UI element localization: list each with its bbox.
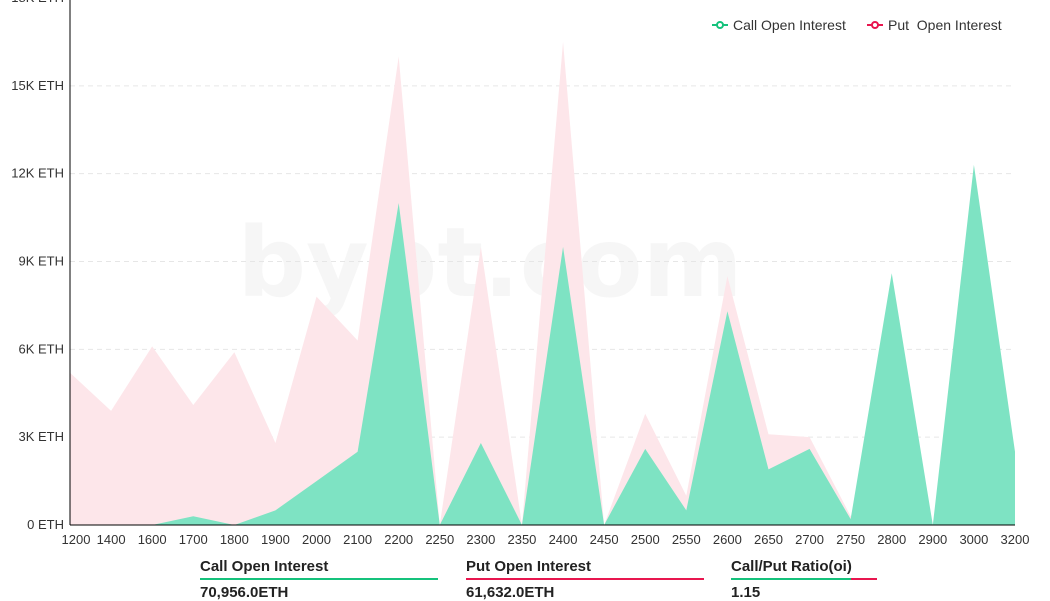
x-tick-label: 2800: [877, 532, 906, 547]
watermark: bybt.com: [237, 207, 742, 319]
open-interest-chart: bybt.com 0 ETH 3K ETH 6K ETH 9K ETH 12K ETH 1…: [11, 0, 1029, 547]
put-summary-label: Put Open Interest: [466, 558, 592, 575]
y-tick-label: 6K ETH: [18, 341, 64, 356]
call-summary-value: 70,956.0ETH: [200, 584, 289, 601]
chart-canvas: bybt.com 0 ETH 3K ETH 6K ETH 9K ETH 12K ETH 1…: [11, 0, 1029, 547]
put-summary-value: 61,632.0ETH: [466, 584, 555, 601]
x-tick-label: 2400: [549, 532, 578, 547]
x-tick-label: 2900: [918, 532, 947, 547]
x-tick-label: 2550: [672, 532, 701, 547]
call-summary: Call Open Interest 70,956.0ETH: [200, 558, 438, 601]
x-tick-label: 2350: [507, 532, 536, 547]
x-tick-label: 3200: [1001, 532, 1030, 547]
call-summary-label: Call Open Interest: [200, 558, 329, 575]
x-tick-label: 2500: [631, 532, 660, 547]
legend[interactable]: Call Open Interest Put Open Interest: [712, 17, 1002, 33]
put-summary: Put Open Interest 61,632.0ETH: [466, 558, 704, 601]
summary-bar: Call Open Interest 70,956.0ETH Put Open …: [0, 548, 1050, 601]
y-tick-label: 9K ETH: [18, 254, 64, 269]
x-tick-label: 3000: [959, 532, 988, 547]
y-tick-label: 3K ETH: [18, 429, 64, 444]
grid-lines: [70, 85, 1015, 438]
x-tick-label: 2700: [795, 532, 824, 547]
x-tick-label: 1400: [97, 532, 126, 547]
ratio-summary-underline: [731, 578, 877, 580]
x-tick-label: 1200: [62, 532, 91, 547]
ratio-summary-value: 1.15: [731, 584, 761, 601]
axes: 0 ETH 3K ETH 6K ETH 9K ETH 12K ETH 15K ETH 18K…: [11, 0, 1029, 547]
legend-item-call[interactable]: Call Open Interest: [712, 17, 846, 33]
x-tick-label: 2000: [302, 532, 331, 547]
x-tick-label: 2600: [713, 532, 742, 547]
x-tick-label: 2200: [384, 532, 413, 547]
x-tick-label: 1700: [179, 532, 208, 547]
legend-put-label: Put Open Interest: [888, 17, 1002, 33]
ratio-summary-label: Call/Put Ratio(oi): [731, 558, 852, 575]
legend-item-put[interactable]: Put Open Interest: [867, 17, 1002, 33]
put-summary-underline: [466, 578, 704, 580]
put-legend-marker: [871, 21, 879, 29]
x-tick-label: 1600: [138, 532, 167, 547]
series-areas: [70, 41, 1015, 526]
x-tick-label: 1800: [220, 532, 249, 547]
put-series-area: [70, 41, 1015, 526]
call-summary-underline: [200, 578, 438, 580]
x-tick-label: 2650: [754, 532, 783, 547]
x-tick-label: 2250: [425, 532, 454, 547]
y-tick-label: 18K ETH: [11, 0, 64, 5]
x-tick-label: 2100: [343, 532, 372, 547]
x-tick-label: 2750: [836, 532, 865, 547]
x-tick-label: 2450: [590, 532, 619, 547]
y-tick-label: 0 ETH: [27, 517, 64, 532]
x-tick-label: 1900: [261, 532, 290, 547]
call-series-area: [70, 164, 1015, 525]
x-tick-label: 2300: [466, 532, 495, 547]
y-tick-label: 12K ETH: [11, 166, 64, 181]
legend-call-label: Call Open Interest: [733, 17, 846, 33]
y-tick-label: 15K ETH: [11, 78, 64, 93]
call-legend-marker: [716, 21, 724, 29]
ratio-summary: Call/Put Ratio(oi) 1.15: [731, 558, 877, 601]
